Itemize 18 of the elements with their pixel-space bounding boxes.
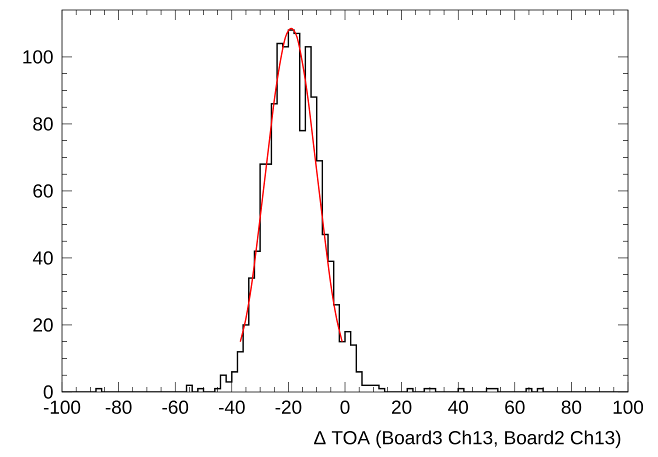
- y-tick-label: 80: [33, 117, 53, 131]
- x-tick-label: 100: [614, 400, 644, 414]
- y-tick-label: 100: [23, 50, 53, 64]
- x-tick-label: -80: [106, 400, 132, 414]
- x-tick-label: 40: [448, 400, 468, 414]
- y-tick-label: 0: [44, 385, 53, 399]
- y-tick-label: 60: [33, 184, 53, 198]
- x-tick-label: 60: [505, 400, 525, 414]
- x-tick-label: 20: [392, 400, 412, 414]
- x-tick-label: -40: [218, 400, 245, 414]
- x-tick-label: 80: [562, 400, 582, 414]
- x-tick-label: -20: [276, 400, 302, 414]
- x-axis-title: Δ TOA (Board3 Ch13, Board2 Ch13): [314, 430, 620, 448]
- y-tick-label: 20: [33, 318, 53, 332]
- x-tick-label: -100: [44, 400, 80, 414]
- x-tick-label: -60: [162, 400, 188, 414]
- x-tick-label: 0: [340, 400, 350, 414]
- y-tick-label: 40: [32, 251, 53, 265]
